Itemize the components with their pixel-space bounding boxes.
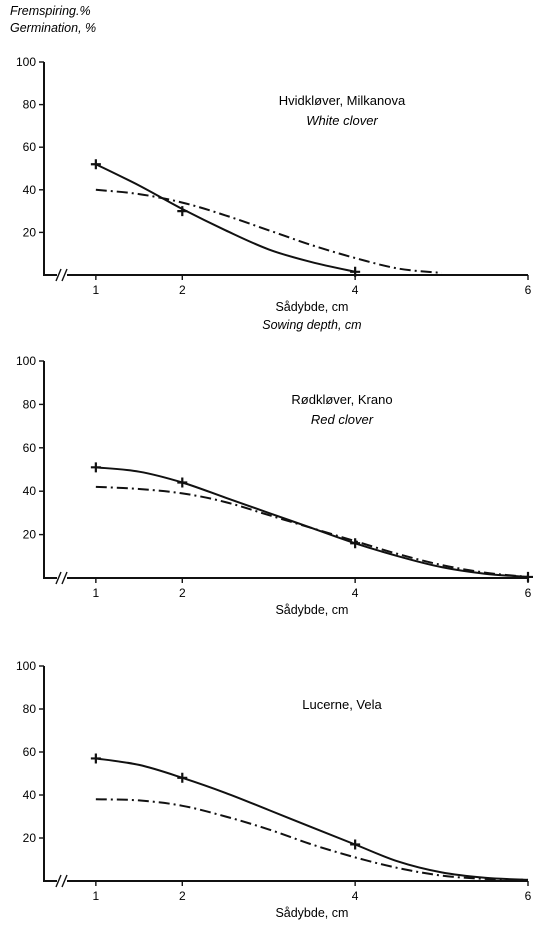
data-point-marker bbox=[90, 159, 101, 170]
x-tick-label: 4 bbox=[352, 283, 359, 297]
y-tick-label: 100 bbox=[16, 659, 36, 673]
chart-title: Lucerne, Vela bbox=[302, 697, 382, 712]
x-tick-label: 1 bbox=[93, 889, 100, 903]
axis-break-gap bbox=[57, 877, 67, 885]
y-tick-label: 60 bbox=[23, 140, 37, 154]
data-point-marker bbox=[90, 462, 101, 473]
chart-subtitle: White clover bbox=[306, 113, 378, 128]
y-tick-label: 80 bbox=[23, 702, 37, 716]
data-point-marker bbox=[350, 839, 361, 850]
y-tick-label: 40 bbox=[23, 484, 37, 498]
axis-break-mark bbox=[61, 571, 68, 585]
x-axis-label: Sådybde, cm bbox=[275, 906, 348, 920]
x-tick-label: 1 bbox=[93, 586, 100, 600]
y-tick-label: 100 bbox=[16, 55, 36, 69]
y-tick-label: 40 bbox=[23, 788, 37, 802]
axis-break-mark bbox=[55, 268, 62, 282]
x-axis-label-en: Sowing depth, cm bbox=[262, 318, 361, 332]
axes bbox=[43, 361, 528, 579]
data-point-marker bbox=[177, 772, 188, 783]
chart-title: Hvidkløver, Milkanova bbox=[279, 93, 406, 108]
x-tick-label: 6 bbox=[525, 889, 532, 903]
chart-title: Rødkløver, Krano bbox=[291, 392, 392, 407]
series-line-solid bbox=[95, 466, 529, 578]
axes bbox=[43, 62, 528, 276]
x-tick-label: 6 bbox=[525, 586, 532, 600]
x-tick-label: 1 bbox=[93, 283, 100, 297]
axis-break-gap bbox=[57, 574, 67, 582]
x-tick-label: 4 bbox=[352, 586, 359, 600]
data-point-marker bbox=[177, 477, 188, 488]
data-point-marker bbox=[350, 538, 361, 549]
x-tick-label: 4 bbox=[352, 889, 359, 903]
chart-panel-1: 20 40 60 80 100 1 2 4 6 Hvidkløver, Milkanova Whit… bbox=[16, 55, 532, 332]
chart-panel-2: 20 40 60 80 100 1 2 4 6 Rødkløver, Krano Red clove… bbox=[16, 354, 533, 617]
data-point-marker bbox=[90, 753, 101, 764]
y-tick-label: 60 bbox=[23, 441, 37, 455]
x-tick-label: 2 bbox=[179, 283, 186, 297]
x-tick-label: 2 bbox=[179, 586, 186, 600]
axes bbox=[43, 666, 528, 882]
x-tick-label: 2 bbox=[179, 889, 186, 903]
y-header-line1: Fremspiring.% bbox=[10, 4, 91, 18]
y-tick-label: 20 bbox=[23, 225, 37, 239]
data-point-marker bbox=[350, 266, 361, 277]
series-line-solid bbox=[95, 757, 529, 881]
axis-break-mark bbox=[55, 571, 62, 585]
y-tick-label: 80 bbox=[23, 397, 37, 411]
axis-break-mark bbox=[61, 874, 68, 888]
y-tick-label: 40 bbox=[23, 183, 37, 197]
series-line-solid bbox=[95, 163, 356, 273]
series-line-dash-dot bbox=[95, 798, 529, 881]
chart-subtitle: Red clover bbox=[311, 412, 374, 427]
axis-break-gap bbox=[57, 271, 67, 279]
axis-break-mark bbox=[61, 268, 68, 282]
x-axis-label: Sådybde, cm bbox=[275, 603, 348, 617]
y-tick-label: 100 bbox=[16, 354, 36, 368]
chart-panel-3: 20 40 60 80 100 1 2 4 6 Lucerne, Vela Sådybde, cm bbox=[16, 659, 532, 920]
series-line-dash-dot bbox=[95, 188, 442, 274]
y-tick-label: 60 bbox=[23, 745, 37, 759]
y-header-line2: Germination, % bbox=[10, 21, 96, 35]
data-point-marker bbox=[177, 206, 188, 217]
axis-break-mark bbox=[55, 874, 62, 888]
series-line-dash-dot bbox=[95, 485, 529, 578]
x-tick-label: 6 bbox=[525, 283, 532, 297]
data-point-marker bbox=[523, 571, 533, 582]
x-axis-label: Sådybde, cm bbox=[275, 300, 348, 314]
y-tick-label: 20 bbox=[23, 831, 37, 845]
y-tick-label: 80 bbox=[23, 98, 37, 112]
y-tick-label: 20 bbox=[23, 528, 37, 542]
